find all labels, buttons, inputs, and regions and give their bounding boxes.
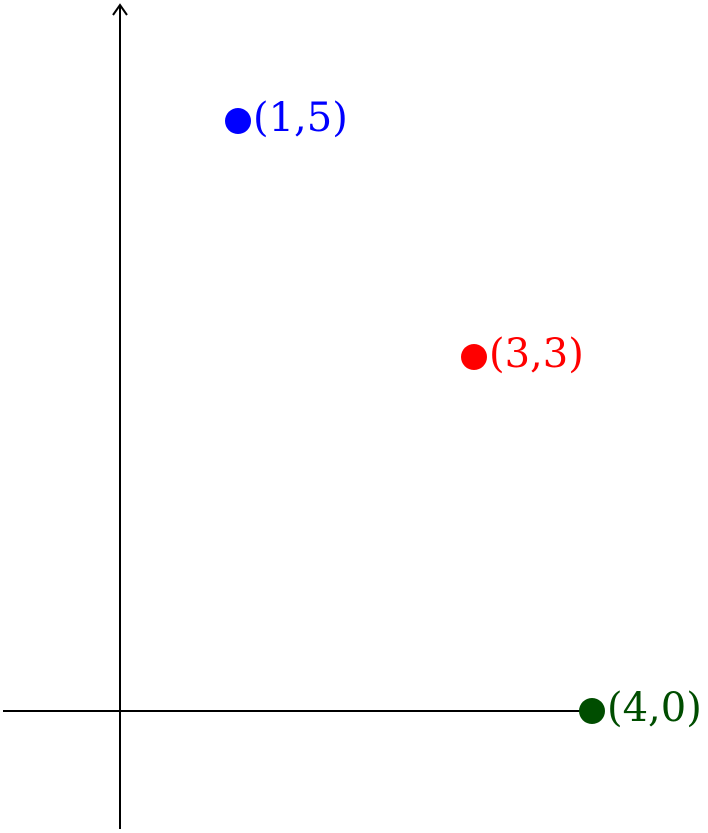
- data-point-2: [579, 698, 605, 724]
- data-label-0: (1,5): [253, 95, 348, 141]
- data-point-1: [461, 344, 487, 370]
- data-label-2: (4,0): [607, 685, 702, 731]
- y-axis-arrowhead: [112, 3, 128, 16]
- data-point-0: [225, 108, 251, 134]
- data-label-1: (3,3): [489, 331, 584, 377]
- points-layer: (1,5) (3,3) (4,0): [225, 95, 702, 731]
